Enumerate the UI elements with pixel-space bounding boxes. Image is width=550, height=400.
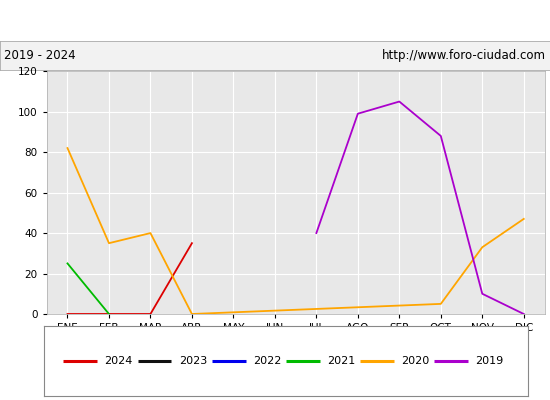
Text: 2019 - 2024: 2019 - 2024 bbox=[4, 49, 76, 62]
2019 bbox=[520, 312, 527, 316]
Line: 2020: 2020 bbox=[68, 148, 524, 314]
2024 bbox=[64, 312, 71, 316]
Text: http://www.foro-ciudad.com: http://www.foro-ciudad.com bbox=[382, 49, 546, 62]
2024 bbox=[189, 241, 195, 246]
2020 bbox=[64, 146, 71, 150]
Line: 2019: 2019 bbox=[316, 102, 524, 314]
Text: 2022: 2022 bbox=[253, 356, 281, 366]
2020 bbox=[189, 312, 195, 316]
2020 bbox=[106, 241, 112, 246]
Text: 2023: 2023 bbox=[179, 356, 207, 366]
2019 bbox=[437, 134, 444, 138]
2020 bbox=[520, 216, 527, 221]
2021 bbox=[64, 261, 71, 266]
Line: 2021: 2021 bbox=[68, 264, 109, 314]
2020 bbox=[479, 245, 486, 250]
2020 bbox=[147, 231, 154, 236]
2019 bbox=[313, 231, 320, 236]
2021 bbox=[106, 312, 112, 316]
2024 bbox=[147, 312, 154, 316]
2019 bbox=[396, 99, 403, 104]
Text: 2024: 2024 bbox=[104, 356, 133, 366]
Text: 2019: 2019 bbox=[476, 356, 504, 366]
Text: Evolucion Nº Turistas Extranjeros en el municipio de Mirabel: Evolucion Nº Turistas Extranjeros en el … bbox=[25, 14, 525, 28]
2019 bbox=[479, 291, 486, 296]
Text: 2021: 2021 bbox=[327, 356, 355, 366]
Text: 2020: 2020 bbox=[402, 356, 430, 366]
Line: 2024: 2024 bbox=[68, 243, 192, 314]
2020 bbox=[437, 302, 444, 306]
2019 bbox=[355, 111, 361, 116]
